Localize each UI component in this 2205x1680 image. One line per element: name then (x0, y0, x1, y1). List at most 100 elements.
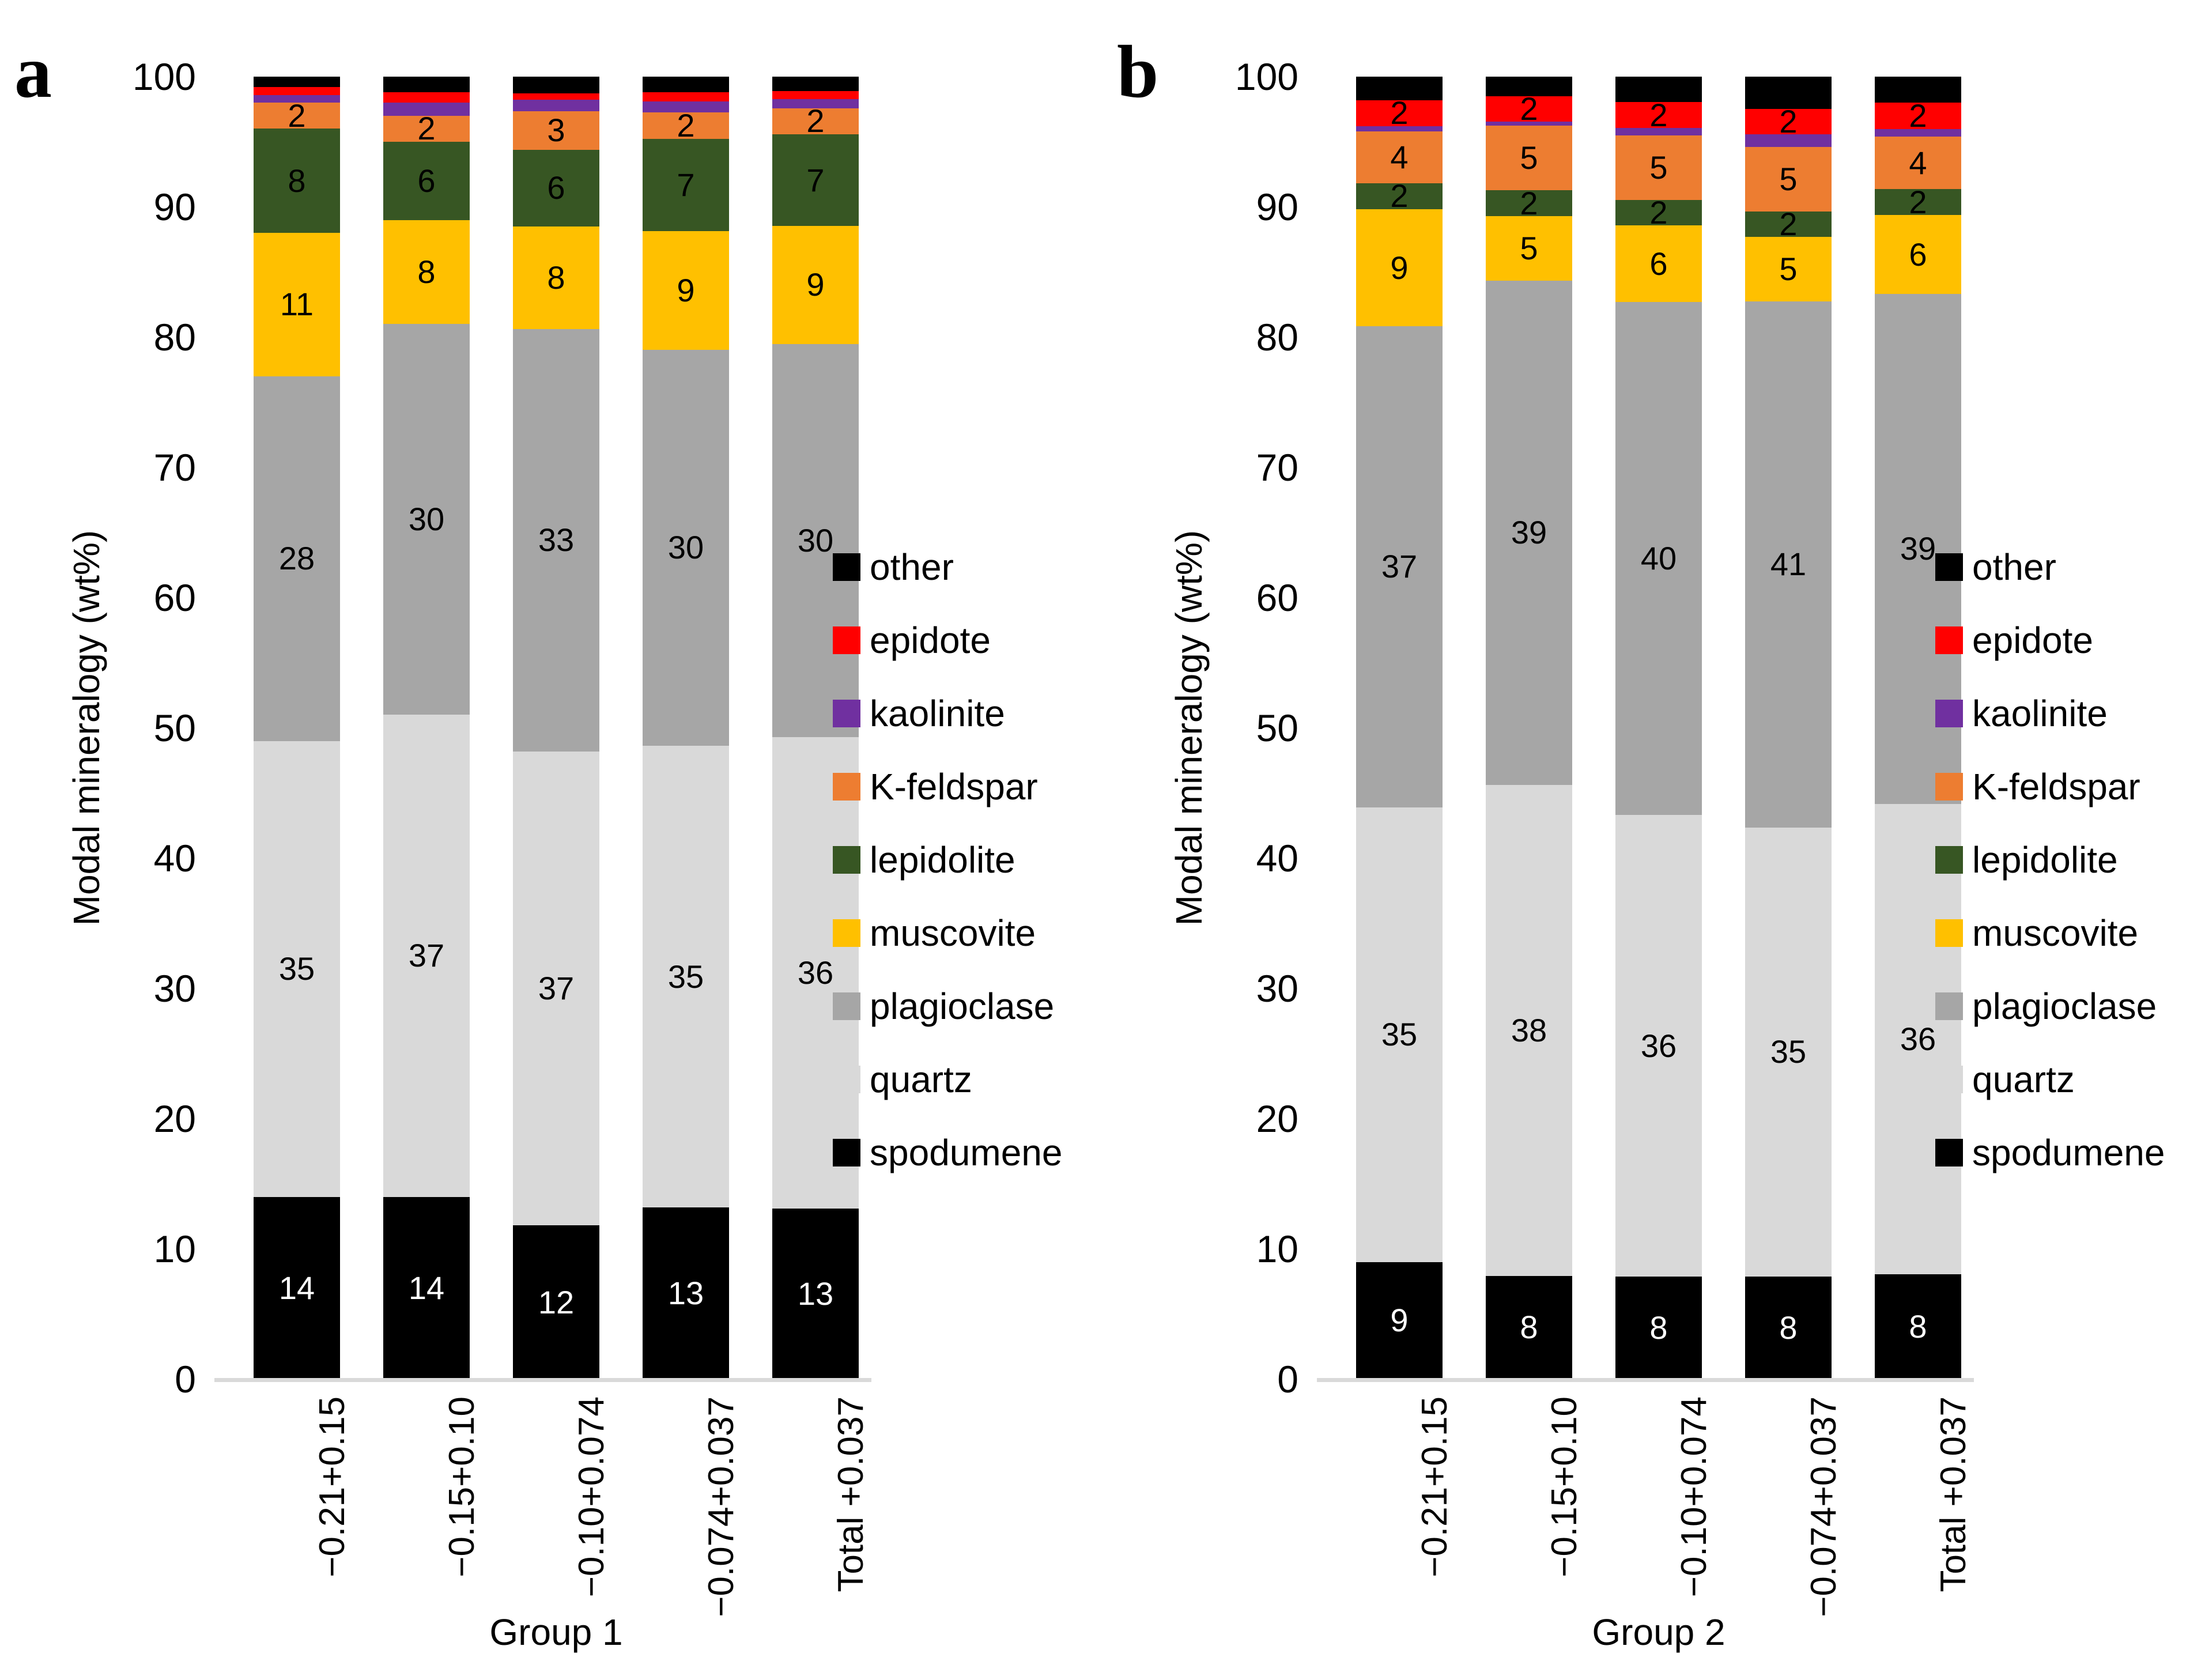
y-tick-label: 90 (153, 186, 196, 228)
bar-segment-epidote (772, 91, 859, 99)
y-tick-label: 70 (1256, 446, 1298, 489)
bar-segment-kaolinite (1615, 127, 1702, 136)
bar-segment-kaolinite (513, 99, 599, 111)
stacked-bar: 2 5 2 5 41 35 8 (1745, 77, 1832, 1379)
bar-segment-epidote: 2 (1486, 90, 1572, 127)
legend-swatch-icon (833, 992, 860, 1020)
y-tick-label: 20 (1256, 1097, 1298, 1140)
legend-item-kaolinite: kaolinite (1935, 695, 2108, 732)
data-label: 8 (1779, 1309, 1798, 1346)
bar-segment-k-feldspar: 3 (513, 111, 599, 150)
legend-swatch-icon (1935, 773, 1963, 801)
data-label: 8 (288, 162, 306, 199)
bar-segment-spodumene: 9 (1356, 1262, 1443, 1379)
data-label: 28 (278, 540, 315, 577)
bar-segment-k-feldspar: 5 (1486, 126, 1572, 191)
legend-label: quartz (870, 1059, 972, 1100)
bar-segment-plagioclase: 39 (1486, 281, 1572, 785)
legend-swatch-icon (1935, 846, 1963, 874)
legend-item-spodumene: spodumene (833, 1134, 1062, 1171)
chart-panel-b: b Modal mineralogy (wt%) 0 10 20 30 40 50 60 70… (1102, 0, 2205, 1680)
y-tick-label: 10 (153, 1228, 196, 1270)
bar-segment-kaolinite (383, 103, 470, 116)
legend-item-other: other (833, 549, 954, 586)
bar-segment-muscovite: 8 (513, 226, 599, 329)
data-label: 12 (538, 1283, 575, 1320)
data-label: 35 (1381, 1016, 1418, 1053)
y-tick-label: 10 (1256, 1228, 1298, 1270)
stacked-bar: 2 8 11 28 35 14 (254, 77, 340, 1379)
bar-segment-plagioclase: 30 (643, 349, 729, 746)
bar-segment-epidote (383, 92, 470, 103)
bar-segment-spodumene: 14 (254, 1196, 340, 1379)
legend-swatch-icon (1935, 919, 1963, 947)
data-label: 6 (1649, 245, 1668, 282)
legend-item-other: other (1935, 549, 2056, 586)
bar-segment-k-feldspar: 2 (643, 107, 729, 144)
data-label: 2 (1520, 90, 1538, 127)
legend-item-quartz: quartz (1935, 1061, 2075, 1098)
bar-segment-epidote: 2 (1356, 95, 1443, 131)
data-label: 33 (538, 522, 575, 558)
legend-label: K-feldspar (870, 766, 1038, 807)
legend-item-kaolinite: kaolinite (833, 695, 1005, 732)
data-label: 35 (1770, 1033, 1807, 1070)
bar-segment-epidote: 2 (1615, 99, 1702, 131)
legend-swatch-icon (1935, 553, 1963, 581)
data-label: 14 (278, 1269, 315, 1306)
panel-letter: a (14, 31, 52, 114)
data-label: 39 (1511, 514, 1547, 551)
bar-segment-quartz: 35 (1745, 827, 1832, 1277)
data-label: 2 (1390, 95, 1409, 131)
y-tick-label: 80 (1256, 316, 1298, 358)
bar-segment-kaolinite (643, 101, 729, 112)
legend-label: kaolinite (1972, 693, 2108, 734)
y-tick-label: 50 (1256, 707, 1298, 749)
legend-item-epidote: epidote (1935, 622, 2093, 659)
data-label: 8 (417, 253, 436, 290)
legend-label: other (870, 546, 954, 588)
legend: other epidote kaolinite K-feldspar lepidolit… (833, 0, 1102, 1680)
bar-segment-other (1356, 77, 1443, 100)
legend-label: epidote (870, 620, 991, 661)
bar-segment-other (1486, 77, 1572, 96)
stacked-bar: 3 6 8 33 37 12 (513, 77, 599, 1379)
legend-item-lepidolite: lepidolite (833, 841, 1015, 878)
bar-segment-spodumene: 8 (1615, 1277, 1702, 1379)
bar-segment-epidote (513, 93, 599, 100)
bar-segment-plagioclase: 37 (1356, 326, 1443, 807)
y-tick-label: 60 (1256, 576, 1298, 619)
bar-segment-kaolinite (1356, 126, 1443, 131)
bar-segment-lepidolite: 2 (1745, 208, 1832, 240)
bar-segment-quartz: 36 (1875, 803, 1961, 1275)
data-label: 35 (667, 958, 704, 995)
bar-segment-muscovite: 5 (1486, 216, 1572, 281)
panel-letter: b (1117, 31, 1159, 114)
data-label: 11 (280, 286, 314, 323)
y-tick-label: 80 (153, 316, 196, 358)
data-label: 5 (1779, 161, 1798, 198)
data-label: 9 (1390, 1302, 1409, 1339)
legend-label: plagioclase (870, 986, 1055, 1027)
data-label: 30 (667, 529, 704, 566)
legend-swatch-icon (833, 773, 860, 801)
bar-segment-lepidolite: 2 (1615, 196, 1702, 228)
data-label: 2 (677, 107, 695, 144)
data-label: 5 (1520, 230, 1538, 267)
y-tick-label: 100 (132, 55, 196, 98)
x-axis-title: Group 2 (1592, 1611, 1726, 1653)
data-label: 2 (1649, 96, 1668, 133)
data-label: 36 (1640, 1027, 1677, 1064)
bar-segment-lepidolite: 6 (513, 149, 599, 226)
y-tick-label: 0 (175, 1358, 196, 1400)
legend-swatch-icon (833, 846, 860, 874)
data-label: 2 (1649, 194, 1668, 231)
data-label: 8 (547, 259, 565, 296)
legend-label: K-feldspar (1972, 766, 2140, 807)
legend-swatch-icon (1935, 1066, 1963, 1093)
bar-segment-quartz: 36 (1615, 815, 1702, 1277)
bar-segment-lepidolite: 6 (383, 141, 470, 220)
legend-item-muscovite: muscovite (833, 915, 1036, 952)
bar-segment-quartz: 35 (254, 741, 340, 1197)
y-tick-label: 50 (153, 707, 196, 749)
